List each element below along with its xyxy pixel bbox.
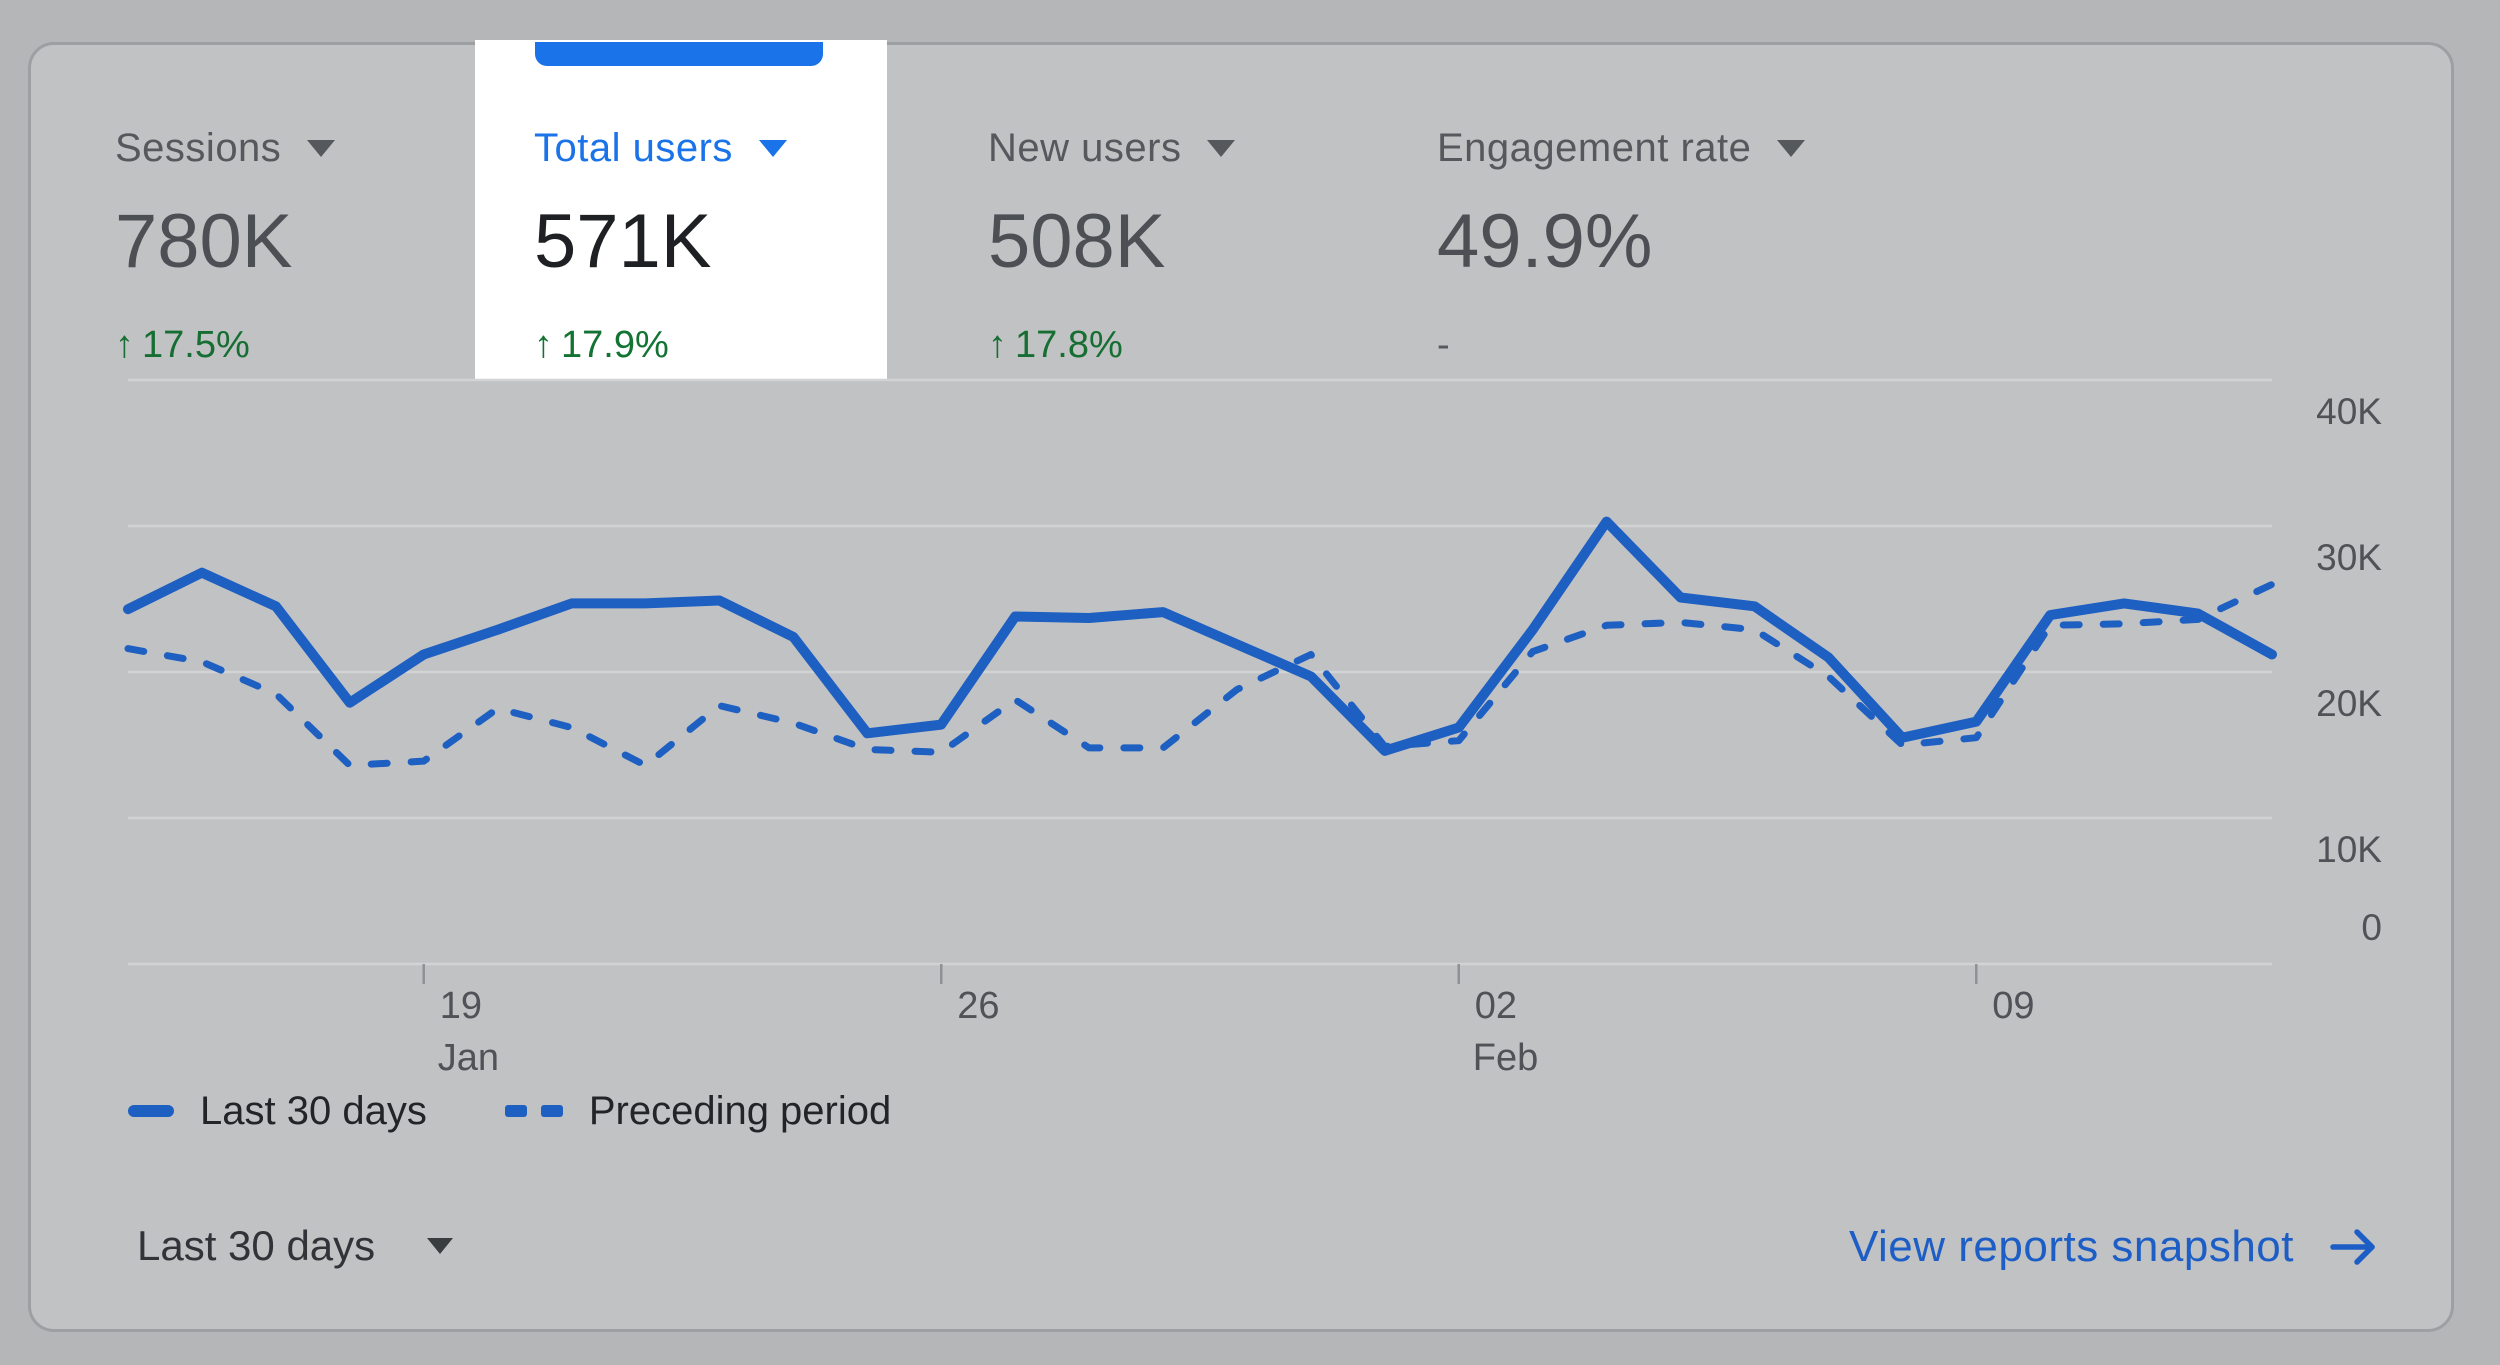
legend-label: Preceding period <box>588 1088 892 1133</box>
metric-change-value: 17.9% <box>561 324 669 366</box>
y-axis-label: 10K <box>2316 829 2382 870</box>
metric-value: 571K <box>534 199 712 284</box>
x-axis-label: 09 <box>1992 985 2034 1027</box>
solid-line-swatch-icon <box>128 1105 174 1117</box>
right-arrow-icon <box>2330 1229 2375 1265</box>
up-arrow-icon: ↑ <box>534 324 553 366</box>
selected-metric-highlight <box>475 40 887 380</box>
metric-tab-engagement-rate[interactable]: Engagement rate 49.9% - <box>1437 124 1806 367</box>
metric-label: Engagement rate <box>1437 125 1752 170</box>
date-range-label: Last 30 days <box>137 1222 376 1269</box>
y-axis-label: 30K <box>2316 537 2382 578</box>
metric-change: ↑ 17.5% <box>115 324 335 367</box>
x-axis-month-label: Jan <box>438 1037 499 1079</box>
up-arrow-icon: ↑ <box>988 324 1007 366</box>
x-axis-label: 02 <box>1475 985 1517 1027</box>
metric-change: - <box>1437 324 1805 367</box>
metric-tab-new-users[interactable]: New users 508K ↑ 17.8% <box>988 124 1236 367</box>
metric-change-value: 17.5% <box>142 324 250 366</box>
active-tab-indicator <box>535 42 823 66</box>
chart-legend: Last 30 days Preceding period <box>128 1088 892 1133</box>
chevron-down-icon[interactable] <box>307 139 336 157</box>
metric-change: ↑ 17.9% <box>534 324 787 367</box>
chevron-down-icon[interactable] <box>1777 139 1806 157</box>
metric-label: New users <box>988 125 1182 170</box>
legend-label: Last 30 days <box>200 1088 427 1133</box>
link-label: View reports snapshot <box>1848 1222 2294 1271</box>
metric-change-value: 17.8% <box>1015 324 1123 366</box>
metric-change: ↑ 17.8% <box>988 324 1235 367</box>
metric-tab-sessions[interactable]: Sessions 780K ↑ 17.5% <box>115 124 336 367</box>
metric-value: 780K <box>115 199 293 284</box>
metric-tab-total-users[interactable]: Total users 571K ↑ 17.9% <box>534 124 787 367</box>
chevron-down-icon <box>427 1238 454 1254</box>
view-reports-snapshot-link[interactable]: View reports snapshot <box>1849 1222 2380 1272</box>
x-axis-label: 19 <box>440 985 482 1027</box>
chevron-down-icon[interactable] <box>758 139 787 157</box>
dashed-line-swatch-icon <box>504 1105 563 1117</box>
x-axis-month-label: Feb <box>1473 1037 1538 1079</box>
metric-label: Sessions <box>115 125 282 170</box>
metric-value: 508K <box>988 199 1166 284</box>
series-preceding-period <box>124 580 2276 769</box>
x-axis-label: 26 <box>957 985 999 1027</box>
metric-change-value: - <box>1437 324 1450 366</box>
up-arrow-icon: ↑ <box>115 324 134 366</box>
y-axis-label: 20K <box>2316 683 2382 724</box>
metric-value: 49.9% <box>1437 199 1653 284</box>
metric-label: Total users <box>534 125 733 170</box>
y-axis-label: 0 <box>2361 907 2382 948</box>
chevron-down-icon[interactable] <box>1207 139 1236 157</box>
date-range-selector[interactable]: Last 30 days <box>137 1222 454 1270</box>
y-axis-label: 40K <box>2316 391 2382 432</box>
series-last-30-days <box>123 516 2277 756</box>
